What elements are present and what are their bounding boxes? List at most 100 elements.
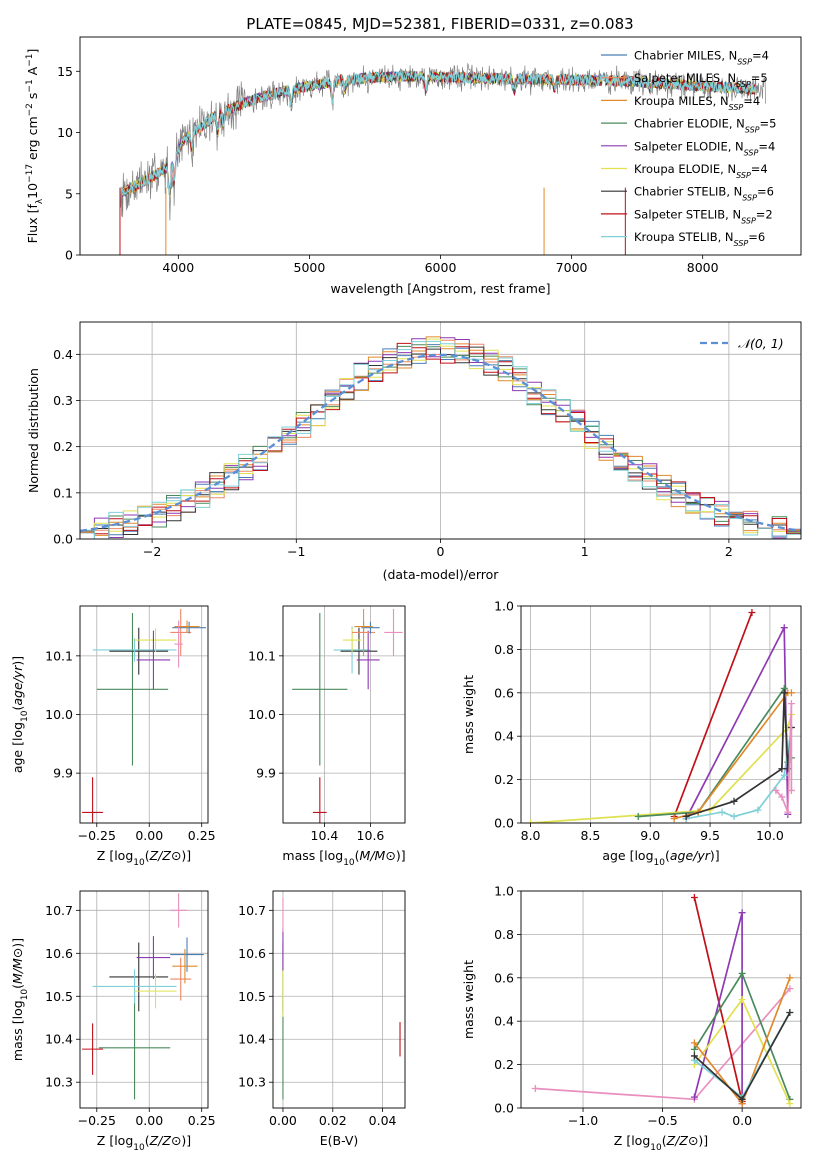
errorbar-point	[98, 996, 171, 1100]
age-vs-mass-panel: 10.4 10.6 9.9 10.0 10.1 mass [log10(M/M⊙)]	[248, 605, 406, 868]
plot-area	[80, 336, 801, 539]
y-tick-label: 0.0	[494, 816, 514, 831]
x-tick-label: 6000	[425, 260, 457, 275]
legend-entry: Chabrier MILES, NSSP=4	[634, 49, 769, 67]
axes-frame: −0.25 0.00 0.25 10.3 10.4 10.5 10.6 10.7 Z [log1…	[10, 890, 216, 1153]
errorbar-point	[174, 620, 183, 668]
y-tick-label: 0.4	[494, 729, 514, 744]
residual-histogram	[80, 342, 801, 535]
y-tick-label: 0.0	[494, 1101, 514, 1116]
model-spectrum-line	[121, 70, 756, 196]
y-tick-label: 10.4	[238, 1032, 266, 1047]
axes-frame: 4000 5000 6000 7000 8000 0 5 10 15 Chabrier MILES…	[25, 36, 802, 296]
y-tick-label: 0.4	[494, 1014, 514, 1029]
x-axis-label: Z [log10(Z/Z⊙)]	[97, 1133, 191, 1153]
errorbar-point	[384, 608, 403, 656]
x-axis-label: wavelength [Angstrom, rest frame]	[330, 281, 550, 296]
weight-series	[634, 684, 795, 820]
axes-frame: −1.0 −0.5 0.0 0.0 0.2 0.4 0.6 0.8 1.0 Z [log10(Z/…	[461, 884, 802, 1153]
errorbar-point	[172, 949, 198, 984]
weight-series	[527, 711, 795, 823]
errorbar-point	[134, 628, 177, 652]
y-tick-label: 10.3	[238, 1075, 266, 1090]
errorbar-point	[96, 613, 169, 766]
y-tick-label: 10.0	[45, 707, 73, 722]
mass-vs-ebv-panel: 0.00 0.02 0.04 10.3 10.4 10.5 10.6 10.7 E(B-V)	[238, 890, 406, 1148]
plot-area	[82, 608, 206, 823]
x-tick-label: 0.02	[319, 1113, 347, 1128]
y-tick-label: 10	[57, 125, 73, 140]
weight-marker	[730, 797, 738, 805]
y-tick-label: 0.1	[53, 485, 73, 500]
errorbar-point	[356, 630, 380, 690]
x-tick-label: 4000	[162, 260, 194, 275]
x-tick-label: 7000	[556, 260, 588, 275]
plot-area	[282, 897, 401, 1100]
x-tick-label: 2	[725, 544, 733, 559]
weight-marker	[690, 894, 698, 902]
weight-marker	[786, 1009, 794, 1017]
y-tick-label: 10.0	[248, 707, 276, 722]
y-tick-label: 0.4	[53, 347, 73, 362]
residuals-panel: −2 −1 0 1 2 0.0 0.1 0.2 0.3 0.4 𝒩(0, 1) (data-model…	[26, 321, 802, 582]
errorbar-point	[92, 638, 177, 662]
y-tick-label: 10.6	[238, 946, 266, 961]
y-tick-label: 10.3	[45, 1075, 73, 1090]
y-tick-label: 9.9	[256, 766, 276, 781]
errorbar-point	[172, 621, 206, 634]
y-tick-label: 10.7	[45, 903, 73, 918]
y-tick-label: 0.8	[494, 642, 514, 657]
x-tick-label: −0.5	[647, 1113, 677, 1128]
weight-marker	[531, 1084, 539, 1092]
x-tick-label: 9.0	[640, 828, 660, 843]
y-axis-label: Normed distribution	[26, 368, 41, 493]
plot-area	[292, 608, 403, 823]
weight-marker	[527, 819, 535, 823]
weight-marker	[778, 793, 786, 801]
errorbar-point	[136, 936, 171, 980]
axes-frame: −2 −1 0 1 2 0.0 0.1 0.2 0.3 0.4 𝒩(0, 1) (data-model…	[26, 321, 802, 582]
plot-area	[527, 609, 795, 823]
axes-border	[272, 890, 406, 1109]
y-axis-label: mass weight	[461, 960, 476, 1039]
x-tick-label: 0.00	[135, 828, 163, 843]
legend-entry: Salpeter STELIB, NSSP=2	[634, 207, 773, 225]
weight-series	[682, 689, 795, 820]
weight-marker	[786, 985, 794, 993]
x-axis-label: mass [log10(M/M⊙)]	[282, 848, 405, 868]
x-tick-label: −2	[143, 544, 161, 559]
weight-series	[690, 1009, 794, 1103]
x-tick-label: 0.00	[269, 1113, 297, 1128]
weight-marker	[670, 815, 678, 823]
weight-marker	[738, 969, 746, 977]
y-tick-label: 0.3	[53, 393, 73, 408]
residual-histogram	[80, 337, 801, 539]
spectrum-panel: 4000 5000 6000 7000 8000 0 5 10 15 Chabrier MILES…	[25, 36, 802, 296]
y-tick-label: 15	[57, 64, 73, 79]
weight-marker	[690, 1052, 698, 1060]
weight-marker	[690, 1045, 698, 1053]
y-tick-label: 0	[65, 248, 73, 263]
y-axis-label: mass [log10(M/M⊙)]	[10, 938, 30, 1061]
residual-histogram	[80, 340, 801, 539]
y-tick-label: 10.4	[45, 1032, 73, 1047]
weight-marker	[787, 689, 795, 697]
weight-line	[693, 897, 743, 1102]
x-tick-label: 10.4	[311, 828, 339, 843]
weight-marker	[748, 609, 756, 617]
age-vs-metallicity-panel: −0.25 0.00 0.25 9.9 10.0 10.1 Z [log10(Z/Z⊙)] a…	[10, 605, 216, 868]
axes-frame: 8.0 8.5 9.0 9.5 10.0 0.0 0.2 0.4 0.6 0.8 1.0 age [l…	[461, 599, 802, 868]
weight-marker	[787, 700, 795, 708]
y-tick-label: 0.6	[494, 970, 514, 985]
y-tick-label: 10.1	[45, 648, 73, 663]
errorbar-point	[170, 893, 188, 928]
x-axis-label: (data-model)/error	[383, 567, 500, 582]
model-spectrum-line	[121, 71, 756, 197]
plot-area	[82, 893, 204, 1100]
errorbar-point	[361, 621, 380, 634]
x-tick-label: 0.0	[732, 1113, 752, 1128]
axes-border	[520, 890, 802, 1109]
weight-marker	[780, 624, 788, 632]
x-tick-label: 9.5	[700, 828, 720, 843]
